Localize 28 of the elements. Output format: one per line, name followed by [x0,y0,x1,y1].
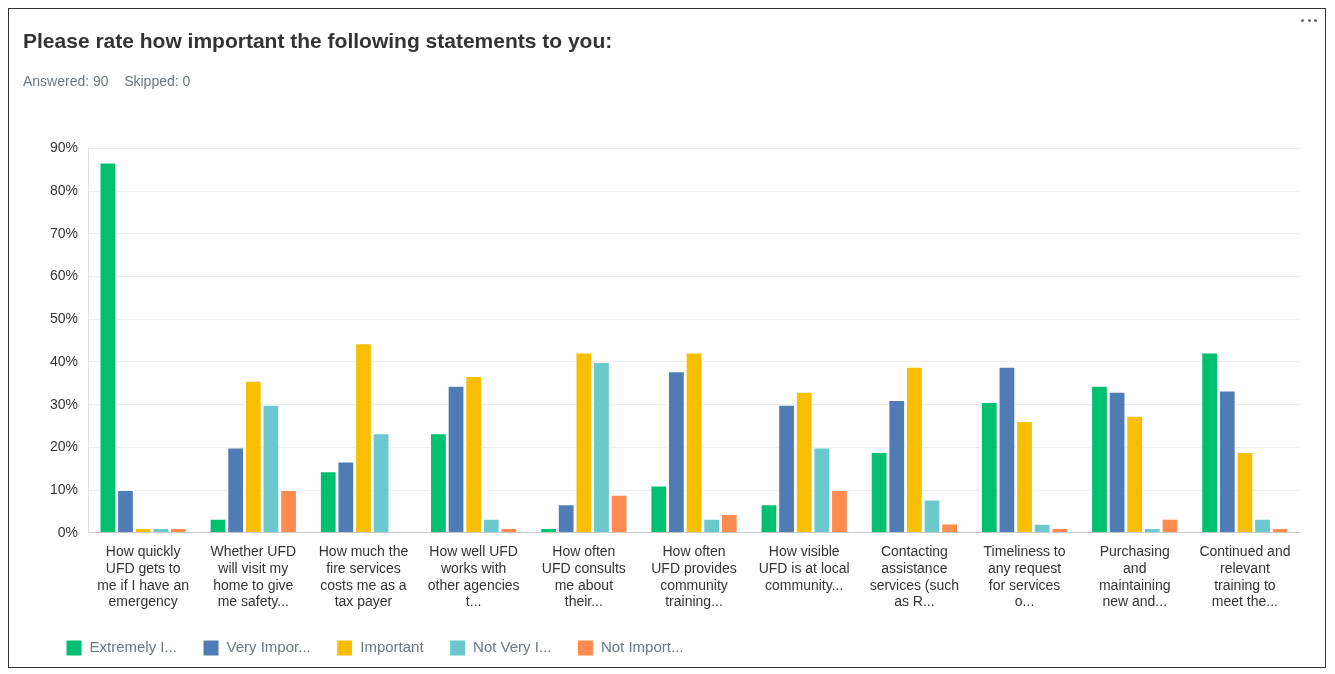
y-tick-label: 60% [49,267,79,284]
y-tick-label: 40% [49,352,79,369]
chart-subtitle: Answered: 90 Skipped: 0 [23,73,191,89]
x-tick-label: How much the fire services costs me as a tax payer [318,543,409,610]
x-tick-label: Timeliness to any request for services o... [983,543,1066,610]
legend-label: Very Impor... [226,638,311,656]
x-tick-label: Whether UFD will visit my home to give me safety... [210,543,297,610]
y-tick-label: 80% [49,181,79,198]
legend-label: Not Import... [600,638,684,656]
y-tick-label: 90% [49,139,79,156]
y-tick-label: 10% [49,480,79,497]
x-tick-label: Contacting assistance services (such as R... [869,543,960,610]
x-tick-label: How often UFD provides community training... [651,543,737,610]
x-tick-label: How quickly UFD gets to me if I have an emergency [97,543,190,610]
x-tick-label: Continued and relevant training to meet the... [1199,543,1291,610]
legend-label: Not Very I... [473,638,552,656]
y-tick-label: 70% [49,224,79,241]
y-tick-label: 0% [57,523,79,540]
x-tick-label: How often UFD consults me about their... [541,543,626,610]
x-tick-label: Purchasing and maintaining new and... [1098,543,1171,610]
x-tick-label: How well UFD works with other agencies t... [427,543,520,610]
y-tick-label: 50% [49,310,79,327]
x-tick-label: How visible UFD is at local community... [758,543,850,593]
legend-label: Important [360,638,425,656]
y-tick-label: 20% [49,438,79,455]
y-tick-label: 30% [49,395,79,412]
legend-label: Extremely I... [89,638,178,656]
chart-title: Please rate how important the following statements to you: [23,29,613,53]
